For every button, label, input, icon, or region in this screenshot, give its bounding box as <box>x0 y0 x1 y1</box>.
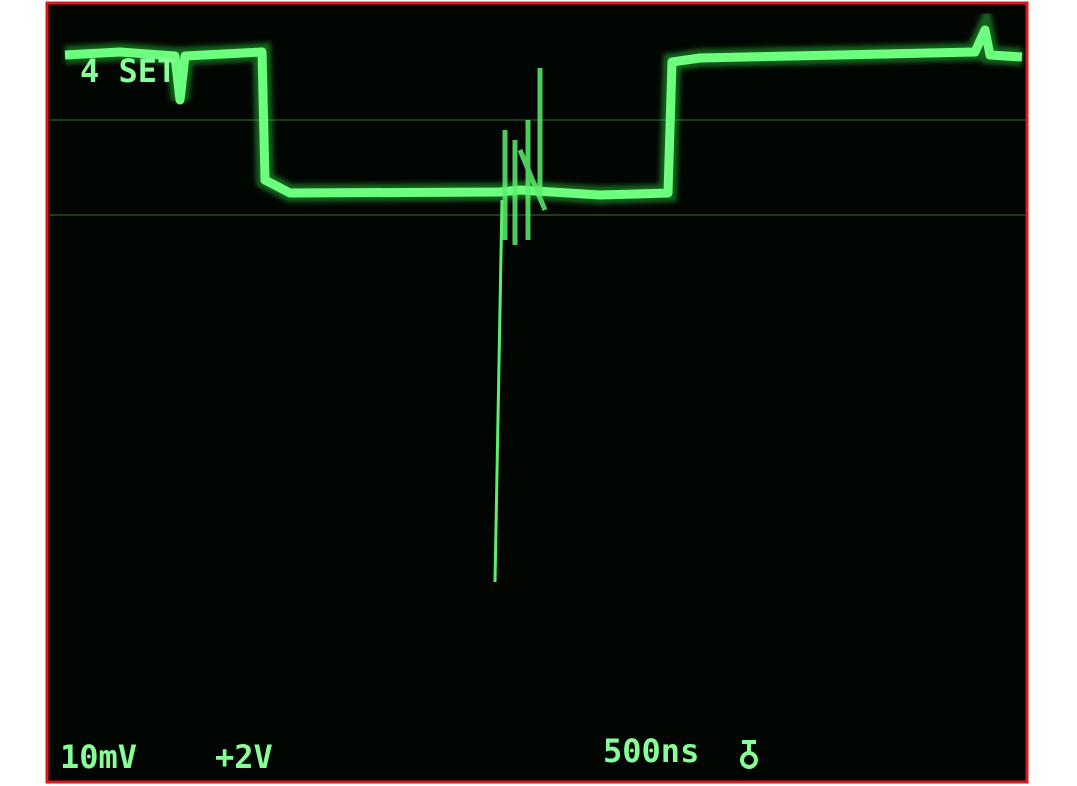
trace <box>64 25 1023 200</box>
offset-label: +2V <box>215 738 273 776</box>
trace-noise <box>502 68 548 245</box>
trace-spike <box>493 199 504 583</box>
volts-per-div: 10mV <box>60 738 137 776</box>
time-per-div: 500ns <box>603 732 699 770</box>
trigger-icon <box>740 740 759 769</box>
channel-label: 4 SET <box>80 52 176 90</box>
scope-screen <box>45 1 1029 784</box>
waveform <box>64 0 1023 583</box>
